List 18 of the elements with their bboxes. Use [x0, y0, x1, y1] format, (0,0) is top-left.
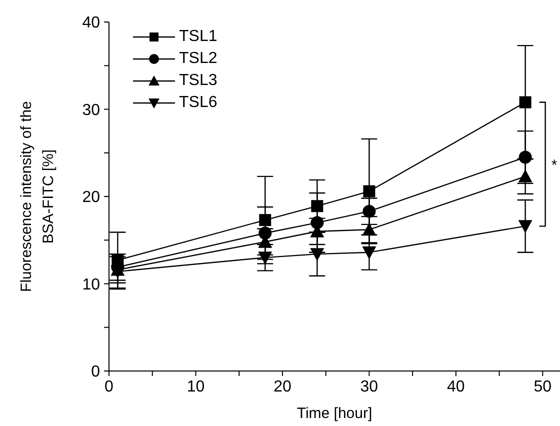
y-tick-label: 0: [91, 364, 100, 381]
x-tick-label: 40: [447, 378, 465, 396]
annotation: *: [551, 157, 558, 174]
x-tick-label: 30: [360, 378, 378, 396]
x-axis-title: Time [hour]: [296, 405, 372, 422]
y-tick-label: 40: [82, 14, 100, 32]
legend-label: TSL6: [179, 93, 218, 113]
y-tick-label: 10: [82, 276, 100, 294]
legend-label: TSL2: [179, 49, 218, 69]
y-tick-label: 20: [82, 189, 100, 206]
x-tick-label: 10: [186, 378, 205, 396]
x-tick-label: 0: [104, 378, 114, 396]
legend-label: TSL1: [179, 27, 218, 47]
legend-label: TSL3: [179, 71, 218, 91]
x-tick-label: 50: [534, 378, 552, 396]
y-axis-title: Fluorescence intensity of the BSA-FITC [%]: [18, 101, 57, 292]
x-tick-label: 20: [274, 378, 292, 396]
y-tick-label: 30: [82, 102, 100, 119]
